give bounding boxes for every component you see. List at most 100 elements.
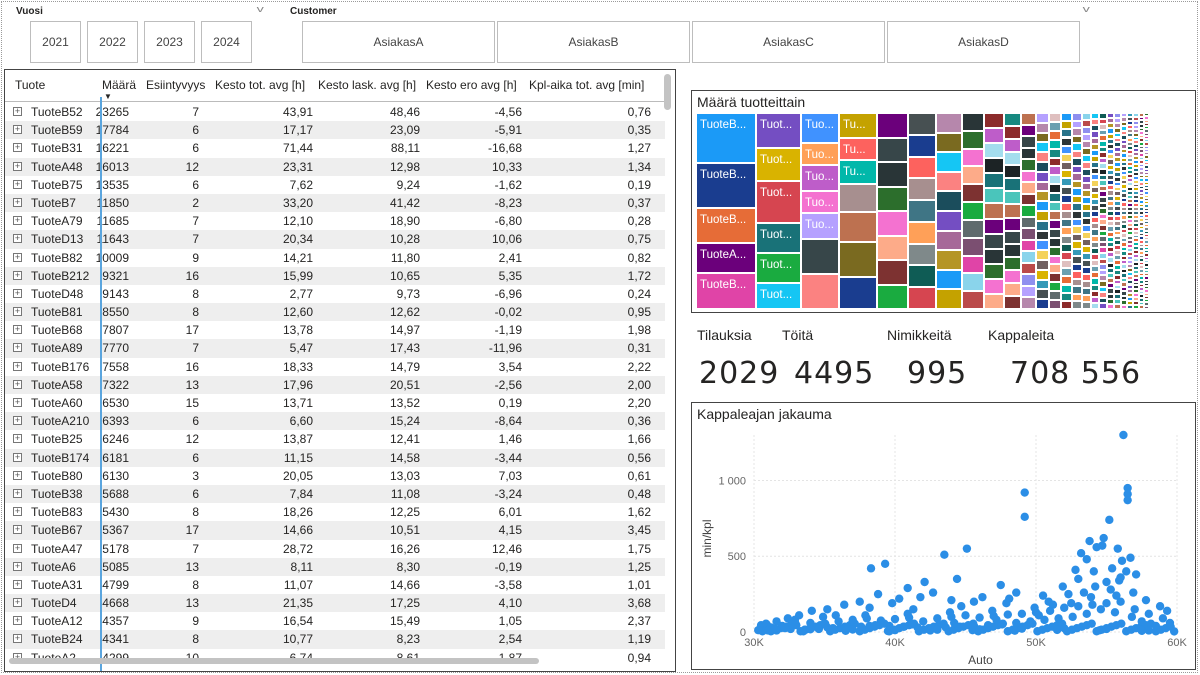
treemap-tile[interactable] (1144, 263, 1149, 267)
scatter-point[interactable] (1034, 611, 1044, 620)
treemap-tile[interactable] (1107, 252, 1114, 258)
scatter-point[interactable] (1131, 570, 1141, 579)
treemap-tile[interactable] (1121, 255, 1127, 260)
treemap-tile[interactable] (1133, 167, 1139, 172)
treemap-tile[interactable] (1144, 148, 1149, 153)
treemap-tile[interactable] (1127, 153, 1133, 158)
treemap-tile[interactable] (1082, 197, 1091, 204)
treemap-tile[interactable] (962, 202, 984, 220)
treemap-tile[interactable] (877, 284, 908, 309)
expand-row-icon[interactable]: + (13, 269, 22, 280)
treemap-tile[interactable] (1061, 276, 1072, 285)
treemap-tile[interactable] (1139, 142, 1144, 146)
treemap-tile[interactable] (1133, 148, 1139, 153)
treemap-tile[interactable] (1061, 284, 1072, 293)
treemap-tile[interactable] (984, 203, 1004, 219)
treemap-tile[interactable] (1121, 211, 1127, 216)
scatter-point[interactable] (890, 625, 900, 635)
treemap-tile[interactable] (1133, 254, 1139, 259)
treemap-tile[interactable] (1091, 247, 1099, 254)
treemap-tile[interactable] (1107, 288, 1114, 294)
scatter-point[interactable] (818, 612, 828, 622)
treemap-tile[interactable] (1049, 246, 1061, 256)
treemap-tile[interactable] (1082, 169, 1091, 176)
treemap-tile[interactable] (1144, 175, 1149, 179)
treemap-tile[interactable] (1127, 227, 1133, 232)
scatter-point[interactable] (1087, 619, 1096, 628)
treemap-tile[interactable] (1144, 292, 1149, 296)
treemap-tile[interactable] (1139, 178, 1144, 182)
treemap-tile[interactable] (1133, 289, 1139, 294)
treemap-tile[interactable] (1061, 202, 1072, 211)
treemap-tile[interactable] (1107, 143, 1114, 150)
scatter-point[interactable] (941, 623, 950, 632)
treemap-tile[interactable] (1004, 295, 1021, 309)
treemap-tile[interactable] (1061, 186, 1072, 195)
treemap-tile[interactable]: TuoteB... (696, 208, 756, 243)
treemap-tile[interactable] (1114, 269, 1121, 275)
treemap-tile[interactable] (1133, 211, 1139, 215)
treemap-tile[interactable] (908, 200, 936, 222)
treemap-tile[interactable] (1061, 170, 1072, 179)
treemap-tile[interactable] (962, 237, 984, 256)
treemap-tile[interactable] (1127, 141, 1133, 146)
treemap-tile[interactable] (1139, 160, 1144, 164)
table-row[interactable]: + TuoteB38 5688 6 7,84 11,08 -3,24 0,48 (5, 484, 665, 504)
treemap-tile[interactable]: Tuo... (801, 165, 839, 191)
treemap-tile[interactable] (1127, 162, 1133, 167)
expand-row-icon[interactable]: + (13, 287, 22, 298)
treemap-tile[interactable] (1072, 150, 1082, 159)
treemap-tile[interactable] (1144, 269, 1149, 274)
scatter-point[interactable] (1017, 609, 1027, 619)
treemap-tile[interactable] (1099, 141, 1107, 147)
treemap-tile[interactable] (877, 235, 908, 260)
scatter-point[interactable] (899, 622, 908, 631)
treemap-tile[interactable] (936, 113, 962, 133)
table-row[interactable]: + TuoteB59 17784 6 17,17 23,09 -5,91 0,35 (5, 121, 665, 140)
scatter-point[interactable] (1105, 515, 1114, 525)
treemap-tile[interactable] (1082, 113, 1091, 120)
treemap-tile[interactable] (1114, 113, 1121, 118)
treemap-tile[interactable] (1099, 152, 1107, 158)
treemap-tile[interactable] (1091, 113, 1099, 120)
treemap-tile[interactable] (1004, 204, 1021, 218)
treemap-tile[interactable] (1133, 124, 1139, 129)
scatter-point[interactable] (1155, 602, 1165, 611)
table-row[interactable]: + TuoteA58 7322 13 17,96 20,51 -2,56 2,00 (5, 375, 665, 394)
treemap-tile[interactable] (1133, 203, 1139, 208)
treemap-tile[interactable] (1144, 191, 1149, 195)
header-esiintyvyys[interactable]: Esiintyvyys (146, 78, 206, 92)
treemap-tile[interactable] (1036, 220, 1049, 231)
treemap-tile[interactable] (1144, 230, 1149, 234)
treemap-tile[interactable] (1004, 230, 1021, 244)
treemap-tile[interactable] (1036, 269, 1049, 280)
treemap-tile[interactable] (1133, 175, 1139, 180)
treemap-tile[interactable] (1091, 149, 1099, 156)
treemap-tile[interactable] (1114, 191, 1121, 197)
treemap-tile[interactable] (1144, 227, 1149, 231)
expand-row-icon[interactable]: + (13, 597, 22, 608)
treemap-tile[interactable] (962, 273, 984, 292)
treemap-tile[interactable]: Tuo... (801, 143, 839, 165)
treemap-tile[interactable] (1061, 219, 1072, 228)
treemap-tile[interactable] (1139, 258, 1144, 262)
treemap-tile[interactable] (1036, 142, 1049, 153)
treemap-tile[interactable] (1091, 284, 1099, 291)
treemap-tile[interactable] (1114, 284, 1121, 290)
treemap-tile[interactable] (1072, 158, 1082, 166)
expand-row-icon[interactable]: + (13, 578, 22, 589)
treemap-tile[interactable] (1144, 171, 1149, 176)
treemap-tile[interactable] (1114, 260, 1121, 265)
treemap-tile[interactable] (1036, 211, 1049, 221)
scatter-point[interactable] (975, 613, 984, 622)
treemap-tile[interactable] (1021, 285, 1036, 298)
table-row[interactable]: + TuoteA12 4357 9 16,54 15,49 1,05 2,37 (5, 612, 665, 630)
treemap-tile[interactable] (1114, 245, 1121, 251)
treemap-tile[interactable] (1082, 134, 1091, 141)
scatter-point[interactable] (1003, 610, 1012, 619)
treemap-tile[interactable] (1072, 203, 1082, 211)
year-option-2022[interactable]: 2022 (87, 21, 138, 63)
treemap-tile[interactable] (1133, 113, 1139, 117)
treemap-tile[interactable] (908, 265, 936, 288)
scatter-point[interactable] (1071, 565, 1080, 575)
